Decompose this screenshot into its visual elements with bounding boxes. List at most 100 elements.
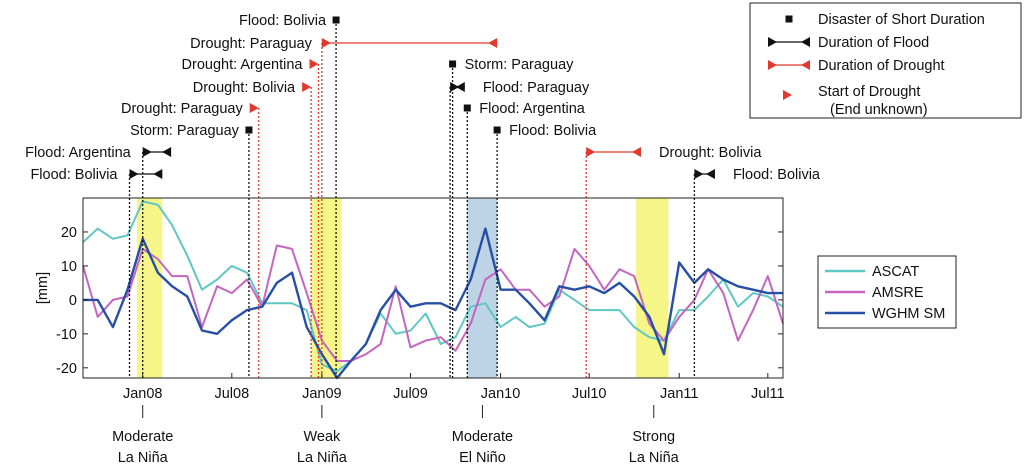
triangle-left-marker — [632, 147, 642, 157]
series-legend: ASCAT AMSRE WGHM SM — [817, 255, 957, 329]
enso-label-line1: Moderate — [112, 429, 173, 445]
y-tick-label: -20 — [56, 361, 77, 377]
x-tick-label: Jul11 — [751, 386, 785, 402]
event-drought_open: Drought: Bolivia — [193, 80, 312, 378]
series-line-ascat — [82, 200, 784, 373]
event-label: Flood: Bolivia — [30, 167, 118, 183]
event-label: Drought: Paraguay — [190, 36, 312, 52]
y-axis-label: [mm] — [35, 272, 51, 304]
series-line-wghm-sm — [83, 227, 783, 380]
short-duration-marker — [332, 16, 340, 24]
event-drought: Drought: Paraguay — [190, 36, 498, 378]
triangle-left-marker — [801, 60, 810, 70]
triangle-right-marker — [694, 169, 704, 179]
legend-label: ASCAT — [872, 264, 919, 280]
triangle-left-marker — [153, 169, 163, 179]
enso-label-line2: El Niño — [459, 450, 506, 466]
x-tick-label: Jul10 — [572, 386, 607, 402]
enso-label-line1: Moderate — [452, 429, 513, 445]
enso-label-line1: Weak — [303, 429, 341, 445]
enso-label-line1: Strong — [632, 429, 675, 445]
short-duration-marker — [449, 60, 457, 68]
triangle-right-marker — [450, 82, 460, 92]
event-legend-box — [749, 2, 1022, 119]
triangle-right-marker — [302, 82, 312, 92]
x-tick-label: Jan10 — [481, 386, 521, 402]
triangle-left-marker — [488, 38, 498, 48]
short-duration-marker — [245, 126, 253, 134]
x-tick-label: Jan09 — [302, 386, 342, 402]
event-legend-label-2: (End unknown) — [830, 102, 928, 118]
event-legend-label: Duration of Flood — [818, 35, 929, 51]
event-label: Drought: Bolivia — [659, 145, 762, 161]
shaded-period — [636, 198, 669, 378]
event-label: Flood: Argentina — [479, 101, 586, 117]
event-short: Flood: Bolivia — [239, 13, 340, 378]
event-legend-label: Start of Drought — [818, 84, 920, 100]
event-label: Flood: Bolivia — [239, 13, 327, 29]
x-tick-label: Jan08 — [123, 386, 163, 402]
y-tick-label: 10 — [61, 259, 77, 275]
legend-label: WGHM SM — [872, 306, 945, 322]
event-label: Flood: Paraguay — [483, 80, 590, 96]
event-label: Drought: Bolivia — [193, 80, 296, 96]
triangle-right-marker — [586, 147, 596, 157]
event-label: Flood: Bolivia — [509, 123, 597, 139]
enso-label-line2: La Niña — [297, 450, 348, 466]
event-flood: Flood: Argentina — [25, 145, 172, 378]
event-short: Flood: Argentina — [463, 101, 586, 378]
triangle-right-marker — [142, 147, 152, 157]
enso-labels: Moderate La Niña Weak La Niña Moderate El Niñ… — [112, 405, 680, 466]
event-legend-entry: Start of Drought (End unknown) — [783, 84, 928, 118]
triangle-right-marker — [129, 169, 139, 179]
enso-label-line2: La Niña — [629, 450, 680, 466]
event-drought: Drought: Bolivia — [585, 145, 762, 378]
event-flood: Flood: Paraguay — [449, 80, 590, 378]
event-flood: Flood: Bolivia — [30, 167, 163, 378]
event-label: Flood: Bolivia — [733, 167, 821, 183]
x-tick-label: Jul08 — [214, 386, 249, 402]
event-label: Drought: Paraguay — [121, 101, 243, 117]
axes: 20 10 0 -10 -20 [mm] Jan08 Jul08 Jan09 Jul09 Jan10… — [35, 225, 785, 402]
short-duration-marker — [493, 126, 501, 134]
y-tick-label: 20 — [61, 225, 77, 241]
event-legend: Disaster of Short Duration Duration of Fl… — [749, 2, 1022, 119]
triangle-right-marker — [768, 37, 777, 47]
triangle-right-marker — [321, 38, 331, 48]
x-tick-label: Jan11 — [660, 386, 698, 402]
shaded-period — [311, 198, 342, 378]
event-legend-entry: Disaster of Short Duration — [785, 12, 985, 28]
enso-label-line2: La Niña — [118, 450, 169, 466]
y-tick-label: -10 — [56, 327, 77, 343]
triangle-right-marker — [768, 60, 777, 70]
x-tick-label: Jul09 — [393, 386, 428, 402]
event-legend-entry: Duration of Drought — [768, 58, 945, 74]
event-drought_open: Drought: Paraguay — [121, 101, 260, 378]
event-legend-entry: Duration of Flood — [768, 35, 929, 51]
plot-frame — [82, 197, 784, 379]
event-short: Flood: Bolivia — [493, 123, 597, 378]
triangle-left-marker — [705, 169, 715, 179]
triangle-left-marker — [801, 37, 810, 47]
event-markers: Flood: Bolivia Flood: Argentina Storm: Par… — [25, 13, 821, 378]
triangle-right-marker — [249, 103, 259, 113]
event-label: Drought: Argentina — [182, 57, 304, 73]
triangle-left-marker — [455, 82, 465, 92]
legend-label: AMSRE — [872, 285, 924, 301]
event-short: Storm: Paraguay — [449, 57, 574, 378]
event-label: Storm: Paraguay — [130, 123, 240, 139]
event-drought_open: Drought: Argentina — [182, 57, 320, 378]
event-short: Storm: Paraguay — [130, 123, 253, 378]
triangle-right-marker — [783, 90, 792, 100]
shaded-period — [136, 198, 163, 378]
event-flood: Flood: Bolivia — [693, 167, 821, 378]
short-duration-marker — [785, 15, 793, 23]
event-legend-label: Disaster of Short Duration — [818, 12, 985, 28]
event-label: Storm: Paraguay — [465, 57, 575, 73]
event-legend-label: Duration of Drought — [818, 58, 945, 74]
event-label: Flood: Argentina — [25, 145, 132, 161]
series-lines — [82, 200, 784, 380]
triangle-right-marker — [309, 59, 319, 69]
triangle-left-marker — [162, 147, 172, 157]
